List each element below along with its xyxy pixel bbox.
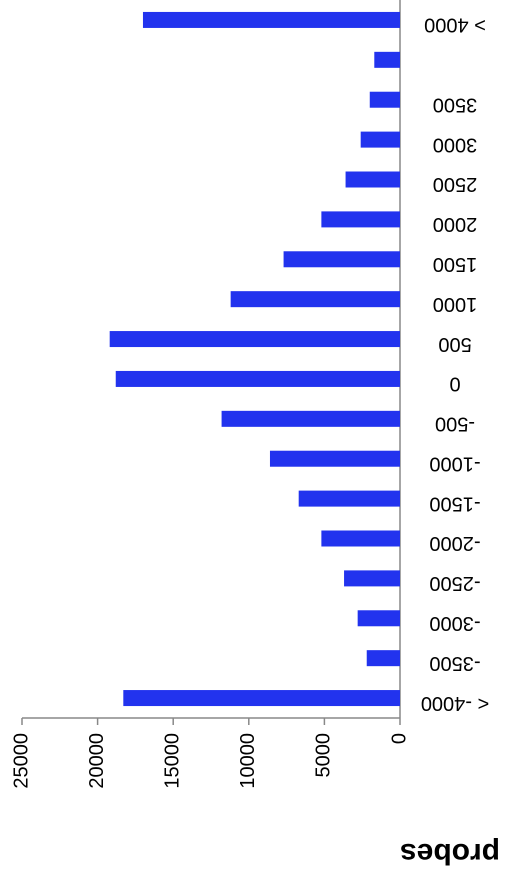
category-label: -1000 [429,452,480,474]
bar [298,490,400,507]
bar [344,570,400,587]
category-label: 2500 [433,173,478,195]
bar [357,610,400,627]
bar [345,171,400,188]
y-tick-label: 0 [388,733,410,744]
y-tick-label: 15000 [161,733,183,789]
bar [283,251,400,268]
category-label: 3500 [433,93,478,115]
bar [369,91,400,108]
category-label: -2500 [429,572,480,594]
bar [221,410,400,427]
axis-title: probes [400,837,500,870]
bar [142,11,400,28]
category-label: 3000 [433,133,478,155]
bar [360,131,400,148]
bar [109,331,401,348]
y-tick-label: 5000 [313,733,335,778]
category-label: 1500 [433,253,478,275]
category-label: -3000 [429,612,480,634]
bar [321,530,400,547]
y-tick-label: 20000 [86,733,108,789]
y-tick-label: 10000 [237,733,259,789]
bar [123,690,400,707]
category-label: -3500 [429,652,480,674]
category-label: -1500 [429,492,480,514]
bar [374,51,400,68]
bar [230,291,400,308]
category-label: 1000 [433,293,478,315]
category-label: < -4000 [421,692,489,714]
bar [321,211,400,228]
bar [366,650,400,667]
category-label: 0 [449,373,460,395]
bar [115,370,400,387]
category-label: 500 [438,333,471,355]
category-label: -2000 [429,532,480,554]
category-label: -500 [435,413,475,435]
category-label: > 4000 [424,14,486,36]
y-tick-label: 25000 [10,733,32,789]
category-label: 2000 [433,213,478,235]
bar [269,450,400,467]
